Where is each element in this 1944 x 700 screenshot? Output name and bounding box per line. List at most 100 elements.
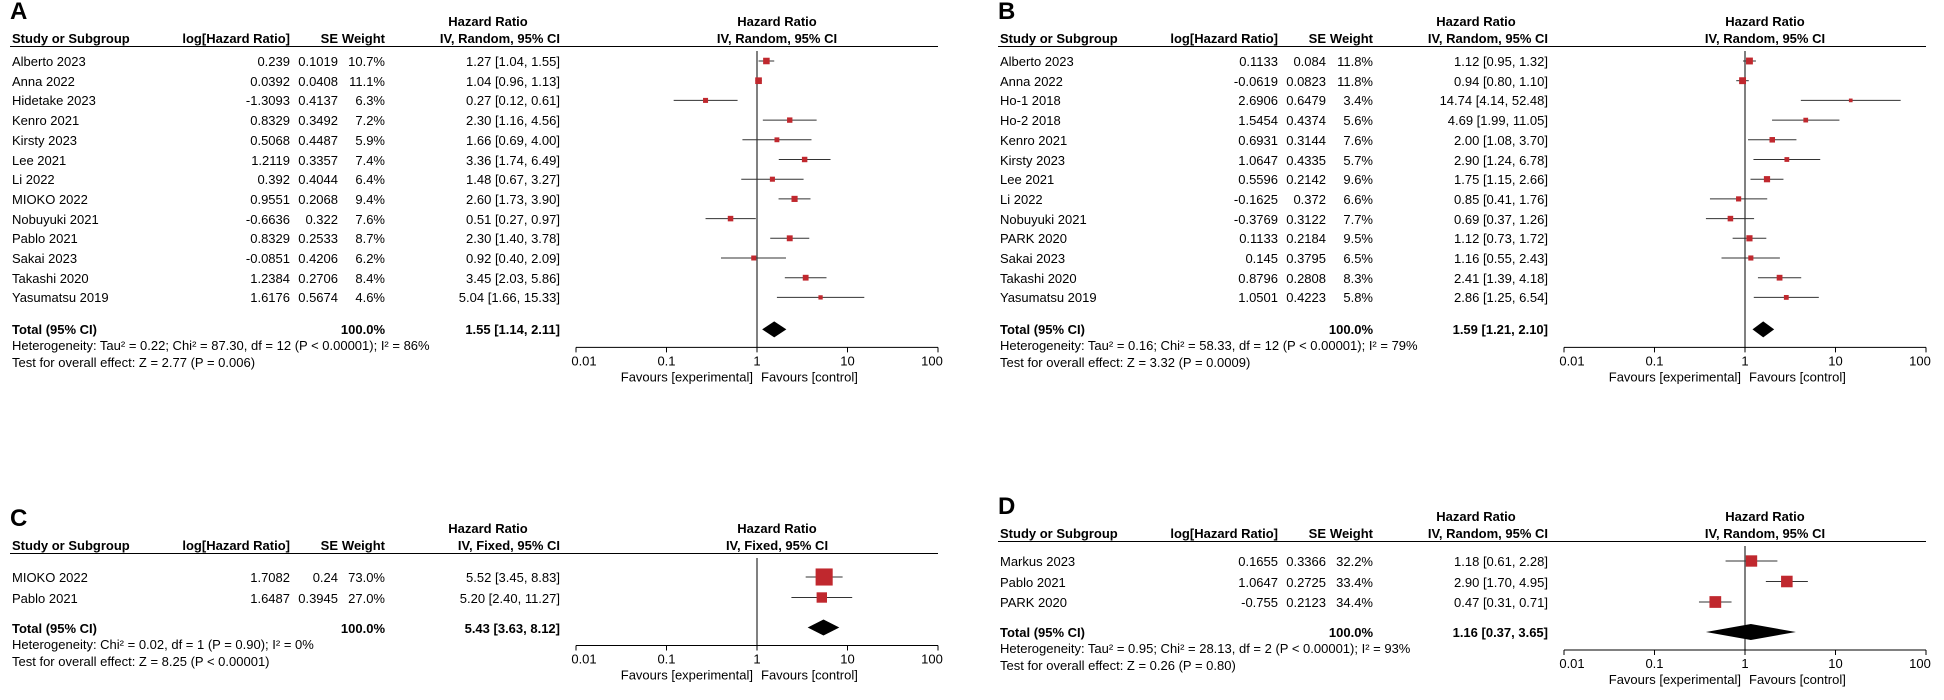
heterogeneity-text: Heterogeneity: Chi² = 0.02, df = 1 (P = … [12,636,314,652]
study-name: Anna 2022 [1000,73,1063,89]
loghr-value: 1.0647 [1238,152,1278,168]
overall-effect-text: Test for overall effect: Z = 0.26 (P = 0… [1000,658,1236,673]
weight-col-header: Weight [1329,526,1373,541]
x-tick-label: 0.01 [571,353,596,368]
point-estimate-square [1748,255,1754,261]
point-estimate-square [763,57,770,65]
loghr-col-header: log[Hazard Ratio] [1170,31,1278,46]
weight-value: 6.4% [355,172,385,188]
loghr-value: 1.0501 [1238,290,1278,306]
loghr-value: -0.1625 [1233,191,1278,207]
hr-ci-value: 0.85 [0.41, 1.76] [1454,191,1548,207]
point-estimate-square [1781,575,1793,588]
loghr-value: 0.392 [257,172,290,188]
weight-value: 3.4% [1343,93,1373,109]
se-value: 0.2184 [1286,231,1326,247]
se-value: 0.4374 [1286,113,1326,129]
hr-ci-value: 0.92 [0.40, 2.09] [466,251,560,266]
loghr-value: 1.6487 [250,590,290,606]
total-hr-ci: 5.43 [3.63, 8.12] [464,620,560,636]
study-col-header: Study or Subgroup [12,31,130,46]
loghr-value: 0.239 [257,54,290,69]
se-col-header: SE [1308,31,1326,46]
x-tick-label: 0.01 [1559,656,1584,671]
point-estimate-square [791,195,798,202]
se-value: 0.2725 [1286,574,1326,590]
study-name: Lee 2021 [12,152,67,168]
loghr-value: -0.755 [1241,595,1278,610]
point-estimate-square [1709,596,1722,608]
se-value: 0.3357 [298,152,338,168]
total-weight: 100.0% [1328,625,1373,640]
weight-value: 11.8% [1337,73,1373,89]
se-value: 0.2123 [1286,595,1326,610]
weight-value: 11.8% [1337,54,1373,69]
se-value: 0.4223 [1286,290,1326,306]
point-estimate-square [787,117,793,123]
overall-effect-text: Test for overall effect: Z = 3.32 (P = 0… [1000,355,1251,371]
x-tick-label: 100 [921,652,943,667]
study-name: Ho-2 2018 [1000,113,1061,129]
point-estimate-square [1769,137,1775,143]
loghr-value: 1.6176 [250,290,290,306]
study-name: Sakai 2023 [12,251,78,266]
hr-ci-value: 0.47 [0.31, 0.71] [1454,595,1548,610]
se-value: 0.4206 [298,251,338,266]
hr-ci-value: 1.16 [0.55, 2.43] [1454,251,1548,266]
loghr-value: 0.1133 [1239,54,1278,69]
weight-value: 5.9% [355,132,385,148]
weight-value: 73.0% [348,570,385,585]
se-value: 0.3945 [298,590,338,606]
loghr-value: 1.2119 [251,152,290,168]
heterogeneity-text: Heterogeneity: Tau² = 0.95; Chi² = 28.13… [1000,641,1411,656]
point-estimate-square [1776,274,1783,281]
favours-experimental-label: Favours [experimental] [621,668,753,683]
hr-ci-value: 1.27 [1.04, 1.55] [466,54,560,69]
se-value: 0.3122 [1286,211,1326,227]
loghr-value: 0.8796 [1238,270,1278,286]
x-tick-label: 1 [753,353,760,368]
favours-experimental-label: Favours [experimental] [1609,672,1741,687]
weight-col-header: Weight [341,31,385,46]
weight-value: 6.6% [1343,191,1373,207]
heterogeneity-text: Heterogeneity: Tau² = 0.16; Chi² = 58.33… [1000,338,1418,354]
se-value: 0.3492 [298,113,338,129]
weight-value: 34.4% [1336,595,1373,610]
total-hr-ci: 1.16 [0.37, 3.65] [1452,625,1548,640]
point-estimate-square [1784,157,1790,162]
se-value: 0.322 [305,211,338,227]
study-name: Nobuyuki 2021 [12,211,99,227]
point-estimate-square [1745,555,1758,567]
point-estimate-square [1739,77,1747,85]
hr-col-title: Hazard Ratio [448,14,528,29]
loghr-value: 0.9551 [250,191,290,207]
method-col-header: IV, Fixed, 95% CI [457,538,560,553]
se-value: 0.6479 [1286,93,1326,109]
point-estimate-square [1727,215,1734,222]
study-name: Pablo 2021 [12,590,78,606]
plot-col-title: Hazard Ratio [1725,14,1805,29]
se-value: 0.3144 [1286,132,1326,148]
x-tick-label: 1 [1741,353,1748,368]
plot-method-header: IV, Random, 95% CI [716,31,838,46]
se-value: 0.2808 [1286,270,1326,286]
hr-col-title: Hazard Ratio [1436,509,1516,524]
loghr-value: 0.5068 [250,132,290,148]
se-value: 0.1019 [298,54,338,69]
hr-ci-value: 5.20 [2.40, 11.27] [459,590,560,606]
x-tick-label: 1 [1741,656,1748,671]
se-col-header: SE [1308,526,1326,541]
point-estimate-square [786,235,793,242]
forest-panel-a: A Hazard Ratio Hazard Ratio Study or Subgro… [0,0,956,384]
study-name: PARK 2020 [1000,595,1067,610]
se-value: 0.5674 [298,290,338,306]
weight-value: 9.6% [1343,172,1373,188]
total-weight: 100.0% [1328,322,1373,338]
hr-ci-value: 0.94 [0.80, 1.10] [1454,73,1548,89]
weight-value: 7.7% [1343,211,1373,227]
favours-control-label: Favours [control] [761,668,858,683]
method-col-header: IV, Random, 95% CI [439,31,560,46]
weight-value: 9.4% [355,191,385,207]
study-name: Yasumatsu 2019 [12,290,109,306]
study-name: Anna 2022 [12,73,75,89]
